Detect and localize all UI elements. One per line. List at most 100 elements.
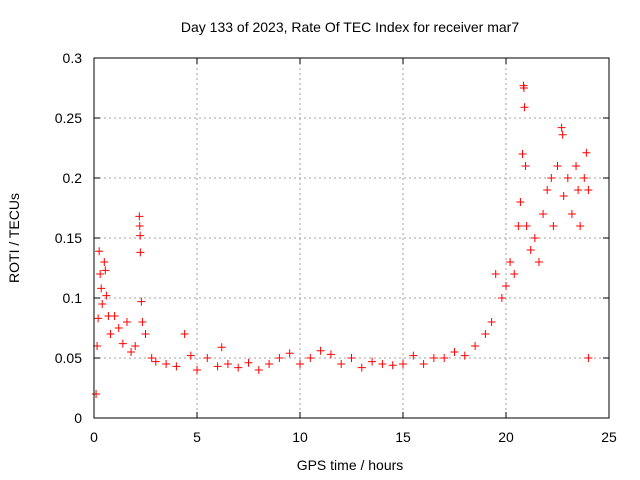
y-axis-label: ROTI / TECUs	[6, 193, 22, 283]
data-point-marker	[244, 358, 253, 367]
data-point-marker	[285, 349, 294, 358]
y-tick-label: 0.25	[55, 110, 82, 126]
data-point-marker	[582, 148, 591, 157]
x-tick-label: 25	[601, 429, 617, 445]
y-tick-label: 0.2	[63, 170, 83, 186]
data-point-marker	[487, 318, 496, 326]
data-point-marker	[572, 162, 581, 170]
data-point-marker	[296, 360, 304, 368]
data-point-marker	[559, 192, 568, 200]
data-point-marker	[549, 222, 558, 230]
data-point-marker	[440, 354, 449, 362]
data-point-marker	[316, 346, 325, 355]
data-point-marker	[518, 150, 527, 158]
y-tick-label: 0.15	[55, 230, 82, 246]
data-points	[92, 81, 593, 398]
data-point-marker	[114, 324, 123, 332]
data-point-marker	[135, 212, 144, 221]
data-point-marker	[567, 210, 576, 218]
data-point-marker	[576, 222, 585, 230]
data-point-marker	[135, 222, 144, 230]
x-tick-label: 20	[498, 429, 514, 445]
data-point-marker	[106, 330, 115, 338]
chart-title: Day 133 of 2023, Rate Of TEC Index for r…	[181, 19, 519, 35]
data-point-marker	[563, 174, 572, 182]
data-point-marker	[110, 312, 119, 320]
data-point-marker	[516, 198, 525, 206]
data-point-marker	[497, 294, 506, 302]
data-point-marker	[558, 130, 567, 139]
data-point-marker	[534, 258, 543, 266]
y-tick-label: 0.1	[63, 290, 83, 306]
data-point-marker	[491, 270, 500, 278]
data-point-marker	[514, 222, 523, 230]
data-point-marker	[96, 270, 105, 278]
data-point-marker	[580, 174, 589, 182]
data-point-marker	[399, 360, 407, 368]
data-point-marker	[419, 360, 428, 368]
data-point-marker	[506, 258, 515, 266]
data-point-marker	[100, 258, 109, 266]
y-tick-label: 0.3	[63, 50, 83, 66]
data-point-marker	[254, 366, 263, 374]
data-point-marker	[553, 162, 562, 170]
data-point-marker	[520, 103, 529, 112]
data-point-marker	[223, 360, 232, 368]
x-tick-label: 15	[395, 429, 411, 445]
data-point-marker	[481, 330, 490, 338]
data-point-marker	[213, 362, 222, 371]
grid-lines	[94, 58, 609, 418]
data-point-marker	[357, 363, 366, 372]
data-point-marker	[539, 210, 548, 218]
data-point-marker	[180, 330, 189, 338]
data-point-marker	[526, 246, 535, 254]
data-point-marker	[102, 291, 111, 300]
data-point-marker	[136, 248, 145, 257]
data-point-marker	[460, 351, 469, 360]
data-point-marker	[337, 360, 346, 368]
data-point-marker	[275, 354, 284, 362]
x-tick-label: 5	[193, 429, 201, 445]
axis-ticks	[93, 57, 610, 419]
data-point-marker	[378, 360, 387, 368]
data-point-marker	[217, 343, 226, 352]
data-point-marker	[137, 297, 146, 306]
data-point-marker	[510, 270, 519, 278]
x-axis-label: GPS time / hours	[297, 457, 404, 473]
data-point-marker	[519, 84, 528, 92]
x-tick-labels: 0 5 10 15 20 25	[90, 429, 617, 445]
data-point-marker	[584, 354, 593, 362]
data-point-marker	[471, 342, 480, 350]
data-point-marker	[547, 174, 556, 182]
data-point-marker	[193, 366, 201, 374]
y-tick-labels: 0 0.05 0.1 0.15 0.2 0.25 0.3	[55, 50, 82, 426]
data-point-marker	[94, 314, 103, 323]
data-point-marker	[265, 360, 274, 368]
data-point-marker	[557, 123, 566, 132]
data-point-marker	[122, 318, 131, 326]
data-point-marker	[151, 357, 160, 366]
data-point-marker	[584, 186, 593, 194]
data-point-marker	[172, 362, 181, 371]
data-point-marker	[450, 348, 459, 356]
data-point-marker	[101, 266, 110, 275]
data-point-marker	[203, 354, 212, 362]
data-point-marker	[147, 354, 156, 362]
data-point-marker	[97, 284, 106, 293]
x-tick-label: 0	[90, 429, 98, 445]
data-point-marker	[368, 357, 377, 366]
data-point-marker	[118, 339, 127, 348]
data-point-marker	[138, 318, 147, 326]
data-point-marker	[234, 363, 243, 372]
data-point-marker	[521, 162, 530, 170]
data-point-marker	[347, 354, 356, 362]
data-point-marker	[92, 390, 101, 398]
data-point-marker	[98, 300, 107, 308]
data-point-marker	[186, 351, 195, 360]
data-point-marker	[522, 222, 531, 230]
data-point-marker	[127, 348, 136, 356]
data-point-marker	[141, 330, 150, 338]
data-point-marker	[574, 186, 583, 194]
